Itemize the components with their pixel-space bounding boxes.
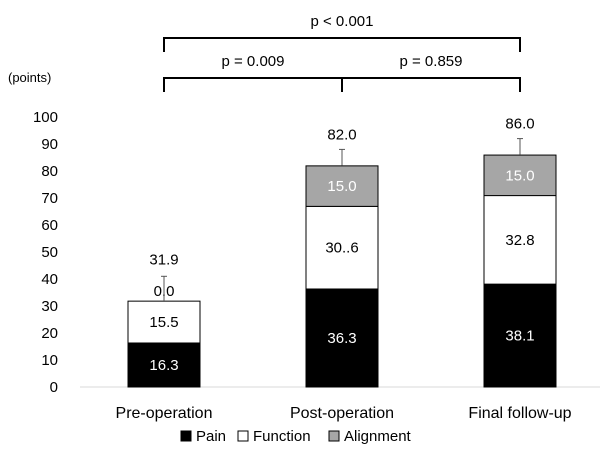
legend-label: Pain xyxy=(196,428,226,445)
bar-segment xyxy=(127,342,201,388)
bar-value-label: 15.0 xyxy=(327,178,356,195)
bar-value-label: 38.1 xyxy=(505,328,534,345)
bar-total-label: 31.9 xyxy=(149,251,178,268)
bar-segment xyxy=(127,300,201,344)
y-tick-label: 100 xyxy=(33,109,58,126)
bar-value-label: 15.0 xyxy=(505,167,534,184)
y-tick-label: 80 xyxy=(41,163,58,180)
bar-total-label: 86.0 xyxy=(505,116,534,133)
bar-segment xyxy=(483,283,557,388)
y-tick-label: 70 xyxy=(41,190,58,207)
bar-value-label: 30..6 xyxy=(325,240,358,257)
y-tick-label: 30 xyxy=(41,298,58,315)
bar-segment xyxy=(305,288,379,388)
y-tick-label: 50 xyxy=(41,244,58,261)
axes: 0 10 20 30 40 50 60 70 80 90 100 Pre-operation Post-… xyxy=(33,109,600,422)
y-tick-label: 10 xyxy=(41,352,58,369)
comparison-p-value: p = 0.009 xyxy=(222,53,285,70)
bar-segment xyxy=(305,205,379,290)
x-category-label: Pre-operation xyxy=(116,405,213,422)
legend-swatch xyxy=(180,430,192,442)
significance-brackets: p < 0.001 p = 0.009 p = 0.859 xyxy=(163,13,521,92)
bar-value-label: 32.8 xyxy=(505,232,534,249)
y-tick-label: 0 xyxy=(50,379,58,396)
bar-segment xyxy=(483,195,557,285)
x-category-label: Final follow-up xyxy=(468,405,571,422)
y-tick-label: 20 xyxy=(41,325,58,342)
bar-value-label: 15.5 xyxy=(149,314,178,331)
bar-segment xyxy=(305,165,379,207)
legend: Pain Function Alignment xyxy=(180,428,412,445)
legend-label: Alignment xyxy=(344,428,412,445)
legend-swatch xyxy=(328,430,340,442)
legend-label: Function xyxy=(253,428,311,445)
comparison-bracket xyxy=(163,37,521,52)
x-category-label: Post-operation xyxy=(290,405,394,422)
y-tick-label: 90 xyxy=(41,136,58,153)
y-tick-label: 40 xyxy=(41,271,58,288)
comparison-bracket xyxy=(341,77,521,92)
bar-value-label: 36.3 xyxy=(327,330,356,347)
y-axis-unit-label: (points) xyxy=(8,70,51,85)
comparison-p-value: p < 0.001 xyxy=(311,13,374,30)
legend-swatch xyxy=(237,430,249,442)
bar-value-label: 16.3 xyxy=(149,357,178,374)
bars: 16.315.50.031.936.330..615.082.038.132.8… xyxy=(127,116,557,388)
comparison-bracket xyxy=(163,77,343,92)
y-tick-label: 60 xyxy=(41,217,58,234)
bar-total-label: 82.0 xyxy=(327,126,356,143)
bar-segment xyxy=(483,154,557,197)
comparison-p-value: p = 0.859 xyxy=(400,53,463,70)
